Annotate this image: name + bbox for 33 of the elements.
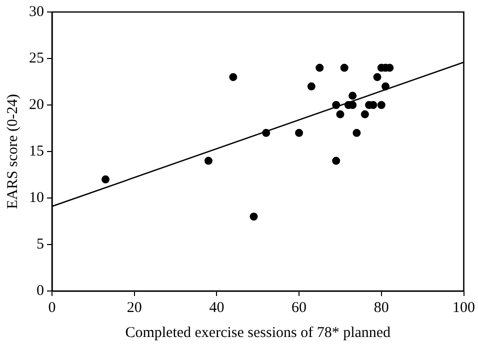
x-tick-label: 100: [452, 300, 475, 316]
point: [348, 92, 357, 100]
point: [229, 73, 238, 82]
y-tick-label: 15: [29, 143, 44, 160]
x-tick-label: 60: [292, 300, 307, 316]
point: [382, 82, 390, 90]
y-tick-label: 20: [29, 96, 44, 113]
point: [316, 64, 324, 72]
point: [340, 64, 348, 72]
point: [295, 128, 304, 137]
point: [102, 175, 110, 184]
y-tick-label: 5: [36, 236, 44, 252]
x-axis-title: Completed exercise sessions of 78* planned: [125, 324, 392, 341]
point: [352, 128, 361, 137]
point: [307, 82, 316, 90]
y-tick-label: 25: [29, 50, 44, 66]
x-tick-label: 20: [126, 300, 142, 316]
y-tick-label: 10: [29, 190, 44, 206]
x-tick-label: 40: [209, 300, 224, 316]
y-tick-label: 30: [29, 4, 44, 20]
point: [360, 110, 369, 118]
y-tick-label: 0: [36, 282, 44, 299]
y-axis-title: EARS score (0-24): [4, 94, 21, 209]
point: [373, 73, 382, 82]
point: [250, 212, 258, 221]
x-tick-label: 0: [48, 300, 56, 316]
point: [262, 128, 270, 137]
point: [332, 156, 340, 165]
point: [377, 101, 386, 109]
point: [336, 110, 344, 118]
x-tick-label: 80: [374, 300, 389, 316]
point: [204, 156, 212, 165]
point: [332, 101, 340, 109]
